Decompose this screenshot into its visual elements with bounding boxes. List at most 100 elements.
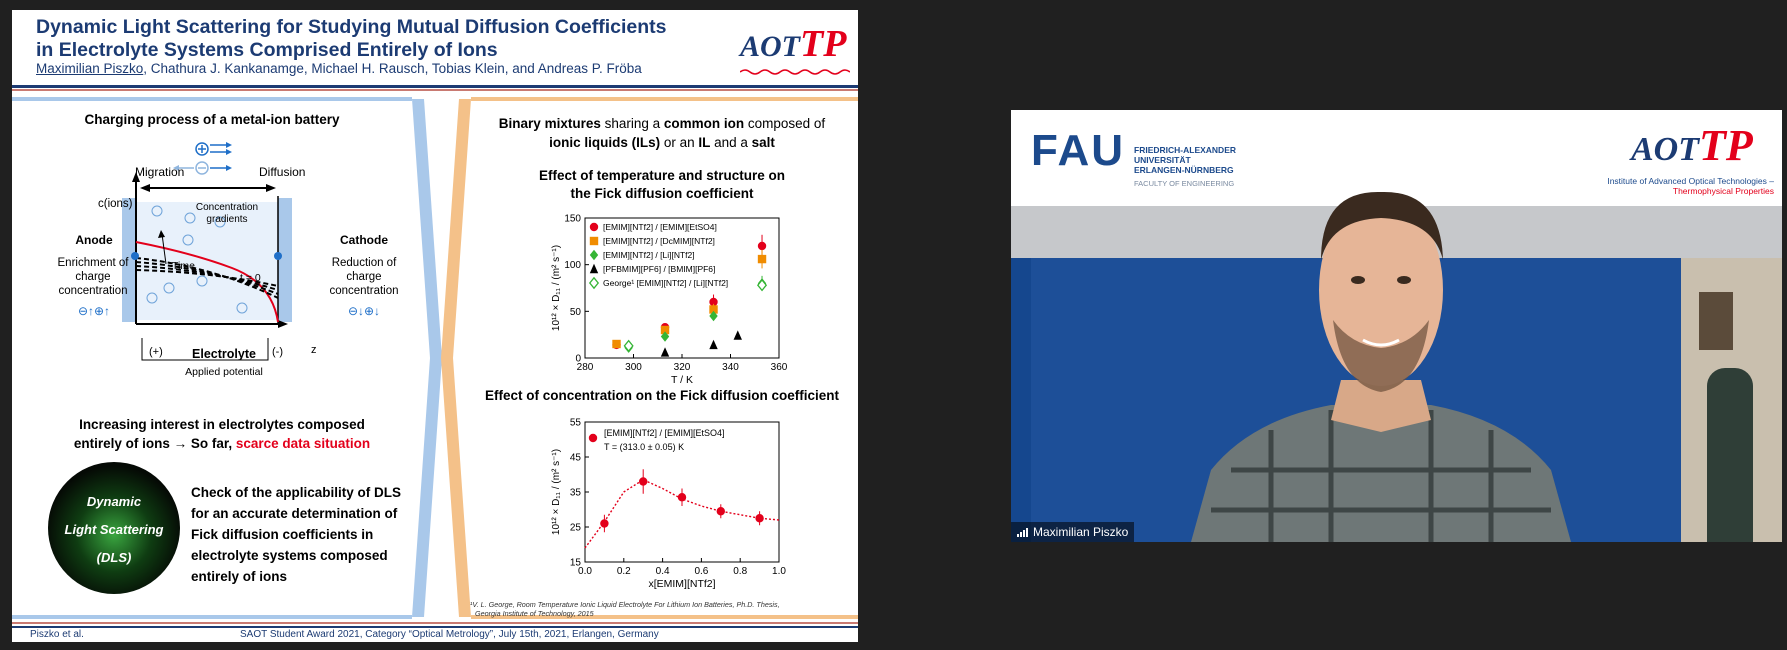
logo-right: TP [800,23,847,65]
cathode-label: Cathode [340,233,388,247]
data-point [757,241,767,251]
t0-label: t = 0 [240,272,261,284]
institute-line-1: Institute of Advanced Optical Technologi… [1607,176,1774,186]
co-authors: , Chathura J. Kankanamge, Michael H. Rau… [143,61,642,76]
battery-diagram [122,142,292,361]
y-tick-label: 25 [570,523,582,534]
y-axis-label: 10¹² × D₁₁ / (m² s⁻¹) [551,245,562,331]
chart2-title: Effect of concentration on the Fick diff… [484,388,840,403]
legend-marker [588,433,598,443]
legend-marker [589,236,599,246]
intro-2e: salt [751,135,775,150]
battery-title: Charging process of a metal-ion battery [84,112,340,127]
legend-entry: [EMIM][NTf2] / [Li][NTf2] [603,250,695,260]
conc-gradients-1: Concentration [195,202,259,213]
interest-line-2a: entirely of ions → So far, [73,436,236,451]
interest-line-2: entirely of ions → So far, scarce data s… [32,434,412,453]
chart-concentration: 0.0 0.2 0.4 0.6 0.8 1.0 15 25 35 45 55 x[EMIM][NTf2… [551,418,786,591]
intro-1a: Binary mixtures [498,116,601,131]
cam-building [1681,258,1782,542]
y-tick-label: 150 [564,214,581,225]
data-point [709,305,718,314]
legend-entry: [EMIM][NTf2] / [DcMIM][NTf2] [603,236,715,246]
chart1-title: Effect of temperature and structure on t… [477,167,847,203]
legend-marker [589,263,599,274]
intro-line-1: Binary mixtures sharing a common ion com… [477,114,847,133]
check-line-5: entirely of ions [191,569,288,584]
legend-marker [588,276,600,290]
dls-badge: Dynamic Light Scattering (DLS) [48,462,180,594]
slide-authors: Maximilian Piszko, Chathura J. Kankanamg… [36,61,642,76]
check-line-4: electrolyte systems composed [191,548,388,563]
intro-2d: and a [710,135,752,150]
intro-1b: sharing a [600,116,664,131]
header-rule [12,85,858,88]
header-rule-accent [12,89,858,91]
time-label: Time [172,260,195,272]
check-line-1: Check of the applicability of DLS [191,485,402,500]
anode-desc-2: charge [75,271,111,283]
presenter-name: Maximilian Piszko [36,61,144,76]
footnote-line-1: ¹V. L. George, Room Temperature Ionic Li… [470,600,780,609]
fau-line-3: ERLANGEN-NÜRNBERG [1134,165,1234,175]
webcam-video[interactable]: FAU FRIEDRICH-ALEXANDER UNIVERSITÄT ERLA… [1011,110,1782,542]
anode-ion-icons: ⊖↑⊕↑ [77,304,111,318]
footer-center: SAOT Student Award 2021, Category “Optic… [240,629,659,640]
data-point [709,297,718,307]
legend-entry: [PFBMIM][PF6] / [BMIM][PF6] [603,264,715,274]
interest-statement: Increasing interest in electrolytes comp… [32,415,412,453]
legend-note: T = (313.0 ± 0.05) K [604,442,684,452]
data-point [612,339,621,349]
legend-entry: [EMIM][NTf2] / [EMIM][EtSO4] [604,428,725,438]
electrolyte-label: Electrolyte [192,347,256,361]
x-tick-label: 0.8 [733,566,747,577]
x-tick-label: 0.2 [617,566,631,577]
intro-1d: composed of [744,116,826,131]
dls-check-text: Check of the applicability of DLS for an… [191,482,411,587]
legend-entry: [EMIM][NTf2] / [EMIM][EtSO4] [603,222,717,232]
diffusion-label: Diffusion [259,165,306,179]
z-axis-label: z [311,344,317,356]
fau-logo: FAU [1031,126,1125,175]
y-tick-label: 50 [570,307,582,318]
fau-faculty: FACULTY OF ENGINEERING [1134,179,1235,188]
c-ions-label: c(ions) [98,198,133,210]
y-axis-label: 10¹² × D₁₁ / (m² s⁻¹) [551,449,562,535]
cam-aottp-logo: AOTTP [1631,120,1753,171]
fau-line-1: FRIEDRICH-ALEXANDER [1134,145,1236,155]
data-point [709,339,718,350]
footer-rule-accent [12,622,858,624]
footer-rule [12,626,858,628]
y-tick-label: 35 [570,488,582,499]
y-tick-label: 55 [570,418,582,429]
x-tick-label: 300 [625,362,642,373]
slide: Dynamic Light Scattering for Studying Mu… [12,10,858,642]
fau-line-2: UNIVERSITÄT [1134,155,1191,165]
anode-desc-1: Enrichment of [57,257,129,269]
anode-desc-3: concentration [58,285,128,297]
concentration-gradients-label: Concentration gradients [172,202,282,226]
fau-name: FRIEDRICH-ALEXANDER UNIVERSITÄT ERLANGEN… [1134,145,1236,175]
data-point [757,254,767,264]
interest-line-1: Increasing interest in electrolytes comp… [79,417,365,432]
x-tick-label: 0.0 [578,566,592,577]
x-tick-label: 0.6 [694,566,708,577]
intro-2b: or an [660,135,699,150]
binary-mixtures-intro: Binary mixtures sharing a common ion com… [477,114,847,152]
slide-header: Dynamic Light Scattering for Studying Mu… [12,10,858,86]
data-point [623,339,634,353]
footnote: ¹V. L. George, Room Temperature Ionic Li… [470,600,830,618]
signal-strength-icon [1017,528,1028,537]
intro-2c: IL [698,135,711,150]
dls-line-3: (DLS) [96,550,132,565]
x-tick-label: 340 [722,362,739,373]
institute-line-2: Thermophysical Properties [1672,186,1774,196]
intro-2a: ionic liquids (ILs) [549,135,661,150]
check-line-3: Fick diffusion coefficients in [191,527,374,542]
data-point [600,519,609,528]
migration-label: Migration [135,165,185,179]
applied-potential-label: Applied potential [162,366,286,378]
panel-chevrons [12,97,858,619]
y-tick-label: 0 [575,354,581,365]
chart1-title-1: Effect of temperature and structure on [538,168,786,183]
